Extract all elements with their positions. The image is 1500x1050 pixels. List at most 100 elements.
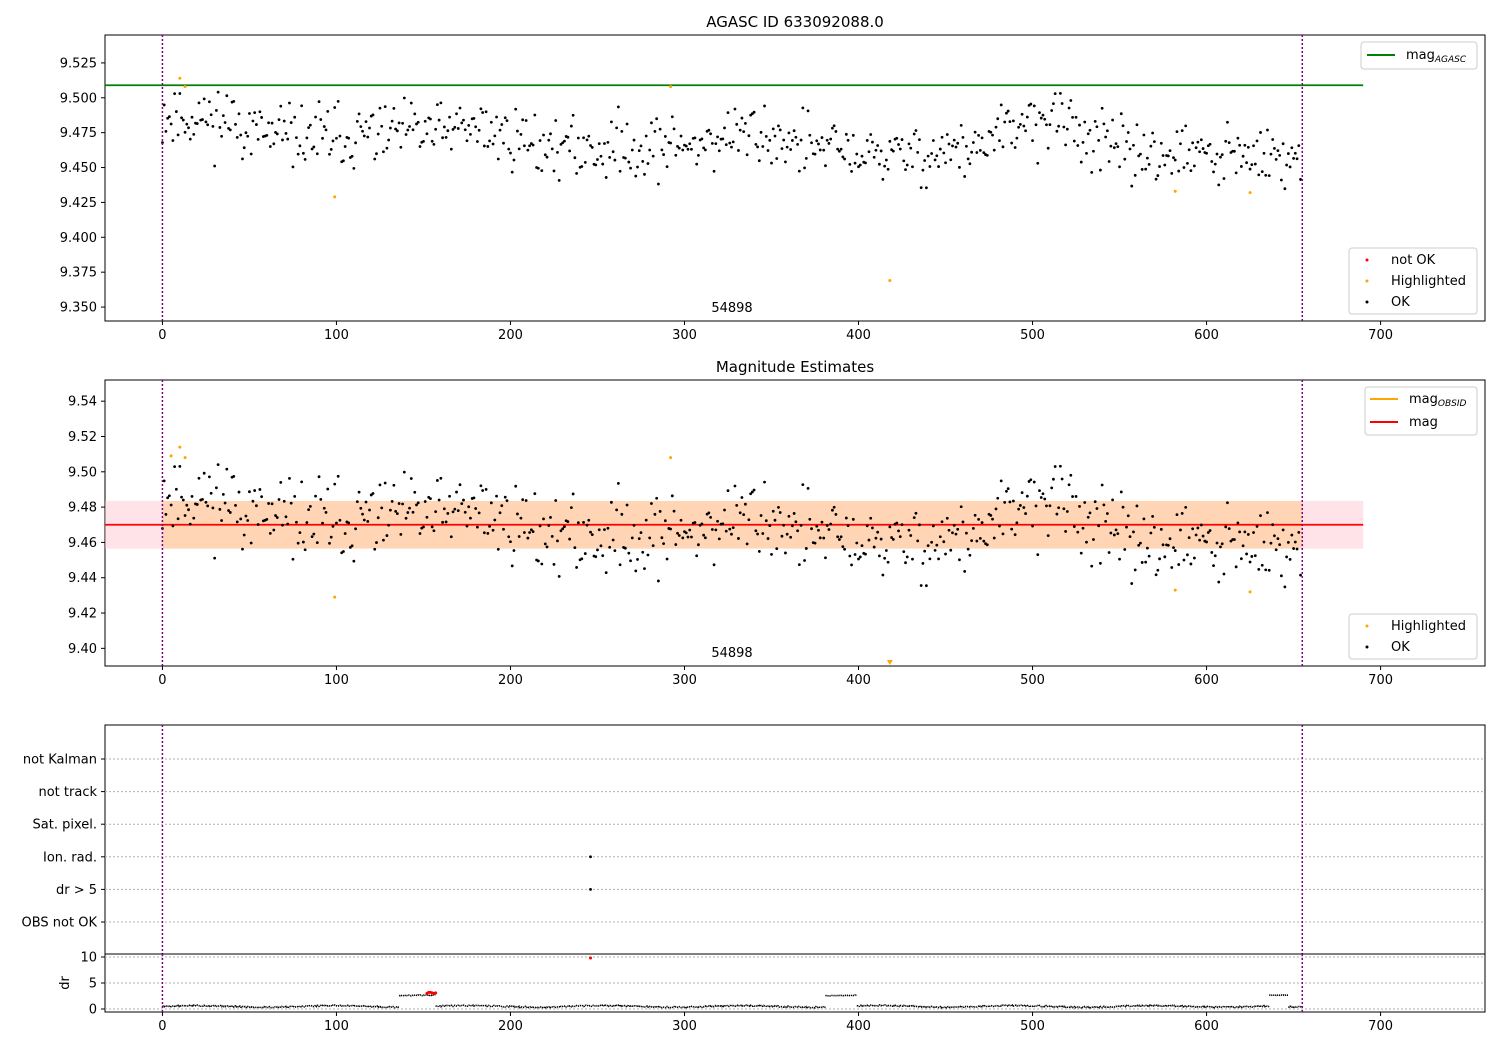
ok-point <box>1243 530 1247 534</box>
ok-point <box>390 119 394 123</box>
ok-point <box>388 508 392 512</box>
ok-point <box>637 149 641 153</box>
offscale-marker <box>886 660 893 665</box>
ok-point <box>1147 163 1151 166</box>
ok-point <box>516 129 519 133</box>
ok-point <box>1290 533 1294 537</box>
ok-point <box>1299 573 1302 577</box>
ok-point <box>178 92 182 95</box>
ok-point <box>761 532 765 535</box>
ok-point <box>476 525 479 529</box>
highlighted-point <box>669 456 673 460</box>
ok-point <box>265 518 269 521</box>
ok-point <box>1191 527 1195 531</box>
ok-point <box>1034 504 1038 508</box>
ok-point <box>1071 495 1074 498</box>
ok-point <box>1186 553 1189 557</box>
ok-point <box>662 542 666 546</box>
ok-point <box>188 522 192 526</box>
ok-point <box>1151 514 1155 518</box>
highlighted-point <box>178 445 182 449</box>
ok-point <box>1118 557 1121 561</box>
ok-point <box>1057 124 1061 128</box>
highlighted-point <box>1248 590 1252 594</box>
ok-point <box>656 579 660 583</box>
ok-point <box>232 475 236 478</box>
ok-point <box>378 483 382 487</box>
x-tick-label: 700 <box>1368 673 1393 688</box>
ok-point <box>952 138 956 142</box>
ok-point <box>1062 507 1066 511</box>
ok-point <box>482 531 486 535</box>
ok-point <box>1220 542 1224 546</box>
legend-mag-agasc-label: magAGASC <box>1406 48 1467 65</box>
ok-point <box>387 523 391 527</box>
ok-point <box>663 519 667 523</box>
ok-point <box>1208 529 1212 532</box>
ok-point <box>554 499 558 502</box>
x-tick-label: 100 <box>324 1019 349 1034</box>
x-tick-label: 0 <box>158 328 166 343</box>
ok-point <box>437 498 441 502</box>
ok-point <box>1121 124 1125 128</box>
ok-point <box>597 528 601 532</box>
ok-point <box>317 100 321 104</box>
ok-point <box>368 126 371 130</box>
ok-point <box>1236 136 1240 140</box>
ok-point <box>568 149 572 153</box>
ok-point <box>643 172 646 176</box>
ok-point <box>1295 157 1299 161</box>
ok-point <box>1259 514 1262 518</box>
ok-point <box>206 123 210 127</box>
ok-point <box>1001 145 1005 149</box>
ok-point <box>999 479 1003 483</box>
ok-point <box>533 113 537 117</box>
y-tick-label: 9.475 <box>60 126 97 141</box>
ok-point <box>449 535 453 539</box>
ok-point <box>503 116 507 120</box>
ok-point <box>865 139 869 142</box>
ok-point <box>909 146 913 150</box>
ok-point <box>1010 527 1014 531</box>
ok-point <box>529 528 533 532</box>
ok-point <box>912 132 916 136</box>
ok-point <box>1227 527 1231 530</box>
ok-point <box>347 521 351 525</box>
ok-point <box>599 544 603 548</box>
ok-point <box>1046 534 1050 538</box>
ok-point <box>1161 543 1165 547</box>
ok-point <box>731 526 735 530</box>
ok-point <box>803 166 806 170</box>
ok-point <box>526 536 530 540</box>
ok-point <box>375 541 378 544</box>
ok-point <box>1064 143 1068 147</box>
x-tick-label: 600 <box>1194 1019 1219 1034</box>
ok-point <box>686 147 690 151</box>
ok-point <box>319 497 323 501</box>
legend-mag-obsid-label: magOBSID <box>1409 392 1467 409</box>
ok-point <box>1100 483 1104 487</box>
ok-point <box>931 524 935 528</box>
ok-point <box>881 177 885 181</box>
ok-point <box>422 525 425 529</box>
ok-point <box>204 120 208 124</box>
ok-point <box>293 115 297 119</box>
ok-point <box>409 477 413 480</box>
ok-point <box>1078 504 1081 508</box>
ok-point <box>1038 489 1041 493</box>
ok-point <box>275 516 279 519</box>
panel-2-point-legend: Highlighted OK <box>1348 613 1478 660</box>
ok-point <box>164 130 168 133</box>
ok-point <box>744 502 747 506</box>
ok-point <box>1196 140 1200 144</box>
dr-series <box>161 1003 400 1009</box>
ok-point <box>1090 564 1094 568</box>
ok-point <box>246 519 250 522</box>
panel-1-ticks: 0 100 200 300 400 500 600 700 9.350 9.375 9.400 9.4… <box>60 56 1393 343</box>
ok-point <box>930 152 934 155</box>
ok-point <box>1224 525 1228 529</box>
ok-point <box>1234 565 1238 569</box>
ok-point <box>655 496 659 500</box>
ok-point <box>1125 525 1128 529</box>
ok-point <box>1292 157 1295 160</box>
